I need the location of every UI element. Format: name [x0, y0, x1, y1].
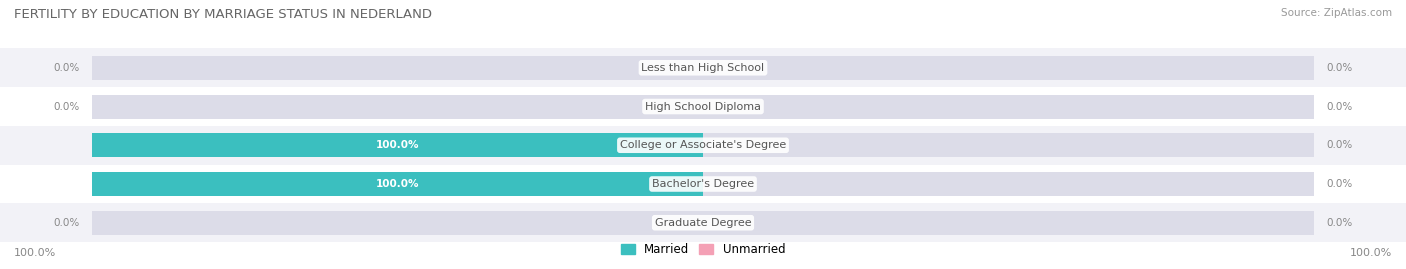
Bar	[91, 56, 1315, 80]
Bar	[91, 133, 1315, 157]
Text: 100.0%: 100.0%	[375, 179, 419, 189]
Bar	[0, 87, 1406, 126]
Bar	[91, 172, 703, 196]
Text: FERTILITY BY EDUCATION BY MARRIAGE STATUS IN NEDERLAND: FERTILITY BY EDUCATION BY MARRIAGE STATU…	[14, 8, 432, 21]
Text: 0.0%: 0.0%	[1326, 140, 1353, 150]
Text: 0.0%: 0.0%	[53, 218, 80, 228]
Text: Graduate Degree: Graduate Degree	[655, 218, 751, 228]
Text: 0.0%: 0.0%	[53, 101, 80, 112]
Legend: Married, Unmarried: Married, Unmarried	[616, 238, 790, 260]
Text: 0.0%: 0.0%	[1326, 63, 1353, 73]
Bar	[91, 211, 1315, 235]
Text: Bachelor's Degree: Bachelor's Degree	[652, 179, 754, 189]
Text: 0.0%: 0.0%	[1326, 179, 1353, 189]
Bar	[0, 126, 1406, 165]
Text: 100.0%: 100.0%	[14, 248, 56, 258]
Bar	[91, 133, 703, 157]
Text: 100.0%: 100.0%	[375, 140, 419, 150]
Bar	[91, 172, 1315, 196]
Bar	[0, 165, 1406, 203]
Text: 100.0%: 100.0%	[1350, 248, 1392, 258]
Bar	[91, 94, 1315, 119]
Bar	[0, 48, 1406, 87]
Bar	[0, 203, 1406, 242]
Text: High School Diploma: High School Diploma	[645, 101, 761, 112]
Text: Source: ZipAtlas.com: Source: ZipAtlas.com	[1281, 8, 1392, 18]
Text: Less than High School: Less than High School	[641, 63, 765, 73]
Text: 0.0%: 0.0%	[1326, 101, 1353, 112]
Text: College or Associate's Degree: College or Associate's Degree	[620, 140, 786, 150]
Text: 0.0%: 0.0%	[1326, 218, 1353, 228]
Text: 0.0%: 0.0%	[53, 63, 80, 73]
